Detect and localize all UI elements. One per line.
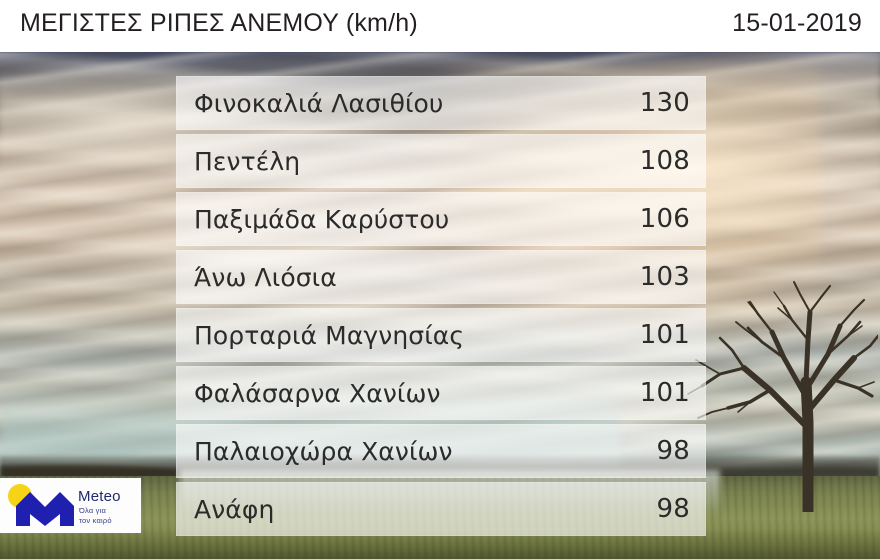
station-name: Παξιμάδα Καρύστου: [194, 204, 450, 234]
list-item: Παλαιοχώρα Χανίων 98: [176, 424, 706, 478]
station-name: Παλαιοχώρα Χανίων: [194, 436, 453, 466]
meteo-m-icon: [16, 490, 74, 526]
meteo-tagline-line2: τον καιρό: [79, 515, 112, 525]
station-name: Πεντέλη: [194, 146, 301, 176]
gust-value: 106: [639, 204, 690, 234]
meteo-logo-tagline: Όλα για τον καιρό: [79, 506, 112, 525]
gust-value: 98: [656, 494, 690, 524]
page-title: ΜΕΓΙΣΤΕΣ ΡΙΠΕΣ ΑΝΕΜΟΥ (km/h): [20, 9, 418, 37]
list-item: Παξιμάδα Καρύστου 106: [176, 192, 706, 246]
list-item: Ανάφη 98: [176, 482, 706, 536]
wind-gust-list: Φινοκαλιά Λασιθίου 130 Πεντέλη 108 Παξιμ…: [176, 76, 706, 540]
header-bar: ΜΕΓΙΣΤΕΣ ΡΙΠΕΣ ΑΝΕΜΟΥ (km/h) 15-01-2019: [0, 0, 880, 52]
gust-value: 98: [656, 436, 690, 466]
gust-value: 101: [639, 320, 690, 350]
station-name: Ανάφη: [194, 494, 275, 524]
list-item: Φαλάσαρνα Χανίων 101: [176, 366, 706, 420]
meteo-logo-name: Meteo: [78, 488, 121, 505]
gust-value: 108: [639, 146, 690, 176]
gust-value: 130: [639, 88, 690, 118]
gust-value: 103: [639, 262, 690, 292]
meteo-logo: Meteo Όλα για τον καιρό: [0, 478, 141, 533]
station-name: Φινοκαλιά Λασιθίου: [194, 88, 444, 118]
bare-tree: [658, 262, 878, 512]
gust-value: 101: [639, 378, 690, 408]
list-item: Πεντέλη 108: [176, 134, 706, 188]
list-item: Φινοκαλιά Λασιθίου 130: [176, 76, 706, 130]
station-name: Φαλάσαρνα Χανίων: [194, 378, 441, 408]
header-date: 15-01-2019: [732, 9, 862, 37]
meteo-tagline-line1: Όλα για: [79, 506, 107, 515]
list-item: Πορταριά Μαγνησίας 101: [176, 308, 706, 362]
station-name: Άνω Λιόσια: [194, 262, 337, 292]
list-item: Άνω Λιόσια 103: [176, 250, 706, 304]
station-name: Πορταριά Μαγνησίας: [194, 320, 465, 350]
